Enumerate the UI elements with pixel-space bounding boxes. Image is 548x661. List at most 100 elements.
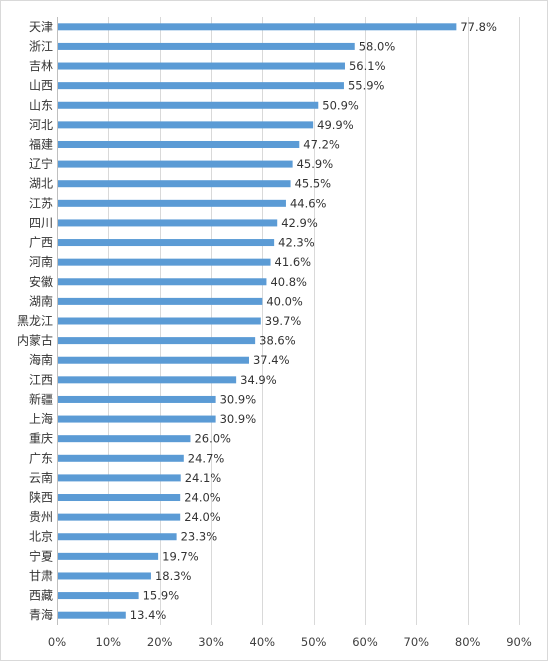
bar [57,395,216,403]
bar [57,356,249,364]
value-label: 24.7% [188,451,225,465]
bars [57,23,457,619]
bar [57,337,256,345]
x-tick-label: 50% [301,635,327,649]
category-label: 宁夏 [29,548,53,563]
value-label: 30.9% [220,392,257,406]
value-label: 26.0% [194,432,231,446]
bar [57,552,159,560]
bar [57,317,261,325]
bar [57,42,355,50]
bar [57,199,286,207]
x-tick-label: 40% [250,635,276,649]
category-label: 福建 [29,136,53,151]
category-label: 湖北 [29,176,53,191]
bar [57,513,181,521]
bar [57,140,300,148]
category-label: 安徽 [29,274,53,289]
value-label: 18.3% [155,569,192,583]
bar [57,415,216,423]
bar [57,376,237,384]
category-label: 广西 [29,236,53,250]
category-label: 海南 [29,352,53,367]
value-label: 56.1% [349,59,386,73]
category-label: 重庆 [29,432,53,446]
x-tick-label: 20% [147,635,173,649]
value-label: 15.9% [143,589,180,603]
grid-lines [108,17,520,625]
x-tick-label: 10% [96,635,122,649]
bar [57,121,314,129]
value-label: 37.4% [253,353,290,367]
bar [57,219,278,227]
category-label: 北京 [29,530,53,544]
bar [57,239,275,247]
x-tick-label: 70% [404,635,430,649]
bar [57,611,126,619]
category-label: 上海 [29,411,53,426]
value-label: 42.9% [281,216,318,230]
bar [57,82,344,90]
bar [57,23,457,31]
bar [57,297,263,305]
value-label: 19.7% [162,549,199,563]
value-label: 38.6% [259,334,296,348]
bar [57,278,267,286]
category-label: 西藏 [29,589,53,603]
value-label: 41.6% [275,255,312,269]
category-label: 浙江 [29,39,53,53]
x-tick-label: 0% [48,635,66,649]
x-tick-label: 80% [455,635,481,649]
value-label: 23.3% [181,530,218,544]
category-label: 山西 [29,79,53,93]
bar [57,592,139,600]
bar [57,454,184,462]
category-label: 辽宁 [29,156,53,171]
category-label: 山东 [29,98,53,112]
value-label: 58.0% [359,39,396,53]
value-label: 40.0% [266,294,303,308]
value-label: 24.1% [185,471,222,485]
value-label: 42.3% [278,236,315,250]
bar [57,494,181,502]
bar [57,474,181,482]
category-label: 江西 [29,373,53,387]
category-label: 四川 [29,216,53,230]
category-label: 陕西 [29,490,53,505]
value-label: 55.9% [348,79,385,93]
category-label: 贵州 [29,510,53,524]
category-label: 河南 [29,254,53,269]
value-label: 34.9% [240,373,277,387]
category-label: 云南 [29,470,53,485]
x-tick-label: 30% [198,635,224,649]
category-label: 广东 [29,451,53,465]
value-label: 45.5% [295,177,332,191]
category-label: 湖南 [29,293,53,308]
bar [57,435,191,443]
value-label: 50.9% [322,98,359,112]
category-label: 吉林 [29,59,53,73]
category-label: 黑龙江 [17,314,53,328]
category-label: 青海 [29,607,53,622]
x-tick-label: 90% [506,635,532,649]
x-tick-labels: 0% 10% 20% 30% 40% 50% 60% 70% 80% 90% [48,635,532,649]
bar [57,160,293,168]
category-labels: 天津浙江吉林山西山东河北福建辽宁湖北江苏四川广西河南安徽湖南黑龙江内蒙古海南江西… [17,20,53,622]
value-label: 39.7% [265,314,302,328]
value-label: 40.8% [270,275,307,289]
value-label: 24.0% [184,510,221,524]
value-labels: 77.8% 58.0% 56.1% 55.9% 50.9% 49.9% 47.2% 45.9%… [130,20,497,622]
value-label: 47.2% [303,137,340,151]
category-label: 甘肃 [29,569,53,583]
bar [57,180,291,188]
value-label: 30.9% [220,412,257,426]
bar [57,533,177,541]
bar [57,258,271,266]
value-label: 24.0% [184,491,221,505]
value-label: 44.6% [290,196,327,210]
bar [57,572,151,580]
category-label: 河北 [29,118,53,132]
value-label: 13.4% [130,608,167,622]
